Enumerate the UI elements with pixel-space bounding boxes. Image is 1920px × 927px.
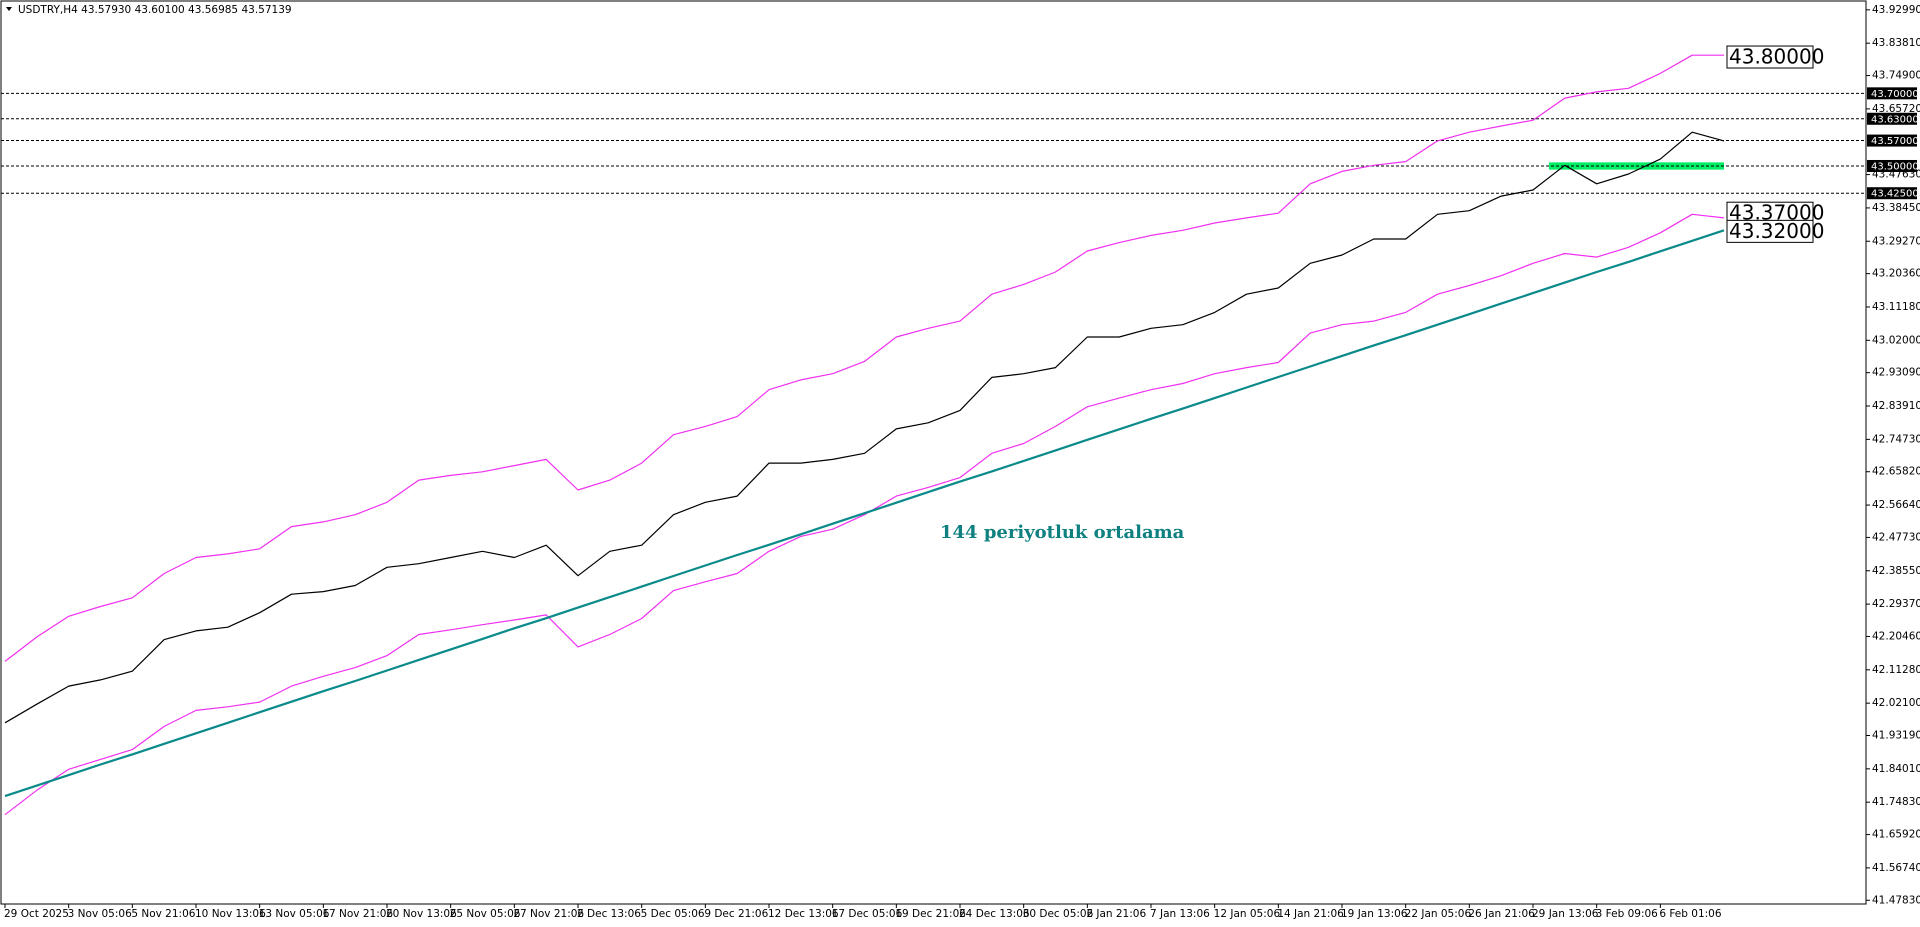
- level-axis-label: 43.50000: [1871, 161, 1919, 172]
- x-tick-label: 20 Nov 13:06: [386, 908, 457, 920]
- x-tick-label: 19 Jan 13:06: [1341, 908, 1408, 920]
- level-axis-label: 43.42500: [1871, 189, 1919, 200]
- y-tick-label: 42.29370: [1872, 598, 1920, 610]
- y-tick-label: 41.74830: [1872, 796, 1920, 808]
- y-tick-label: 43.83810: [1872, 37, 1920, 49]
- level-axis-label: 43.57000: [1871, 136, 1919, 147]
- y-tick-label: 43.92990: [1872, 4, 1920, 16]
- y-tick-label: 42.38550: [1872, 565, 1920, 577]
- y-tick-label: 43.02000: [1872, 334, 1920, 346]
- x-tick-label: 17 Nov 21:06: [322, 908, 393, 920]
- x-tick-label: 7 Jan 13:06: [1150, 908, 1210, 920]
- x-tick-label: 9 Dec 21:06: [704, 908, 768, 920]
- y-tick-label: 42.56640: [1872, 499, 1920, 511]
- y-tick-label: 42.65820: [1872, 466, 1920, 478]
- x-tick-label: 12 Dec 13:06: [768, 908, 839, 920]
- series-line: [4, 213, 1725, 816]
- y-tick-label: 42.02100: [1872, 697, 1920, 709]
- x-tick-label: 3 Nov 05:06: [68, 908, 132, 920]
- level-axis-box: [1867, 159, 1917, 172]
- annotation: 144 periyotluk ortalama: [940, 522, 1185, 543]
- level-axis-box: [1867, 112, 1917, 125]
- x-tick-label: 17 Dec 05:06: [832, 908, 903, 920]
- level-axis-box: [1867, 187, 1917, 200]
- y-tick-label: 41.65920: [1872, 829, 1920, 841]
- y-tick-label: 42.83910: [1872, 400, 1920, 412]
- x-tick-label: 29 Oct 2025: [4, 908, 69, 920]
- level-axis-label: 43.70000: [1871, 89, 1919, 100]
- y-tick-label: 43.20360: [1872, 268, 1920, 280]
- y-tick-label: 43.11180: [1872, 301, 1920, 313]
- x-tick-label: 2 Jan 21:06: [1086, 908, 1146, 920]
- y-tick-label: 43.65720: [1872, 103, 1920, 115]
- level-axis-box: [1867, 134, 1917, 147]
- y-tick-label: 41.93190: [1872, 730, 1920, 742]
- x-tick-label: 24 Dec 13:06: [959, 908, 1030, 920]
- y-tick-label: 41.47830: [1872, 894, 1920, 906]
- x-tick-label: 29 Jan 13:06: [1532, 908, 1599, 920]
- x-tick-label: 26 Jan 21:06: [1468, 908, 1535, 920]
- x-tick-label: 5 Dec 05:06: [641, 908, 705, 920]
- x-tick-label: 25 Nov 05:06: [450, 908, 521, 920]
- x-tick-label: 12 Jan 05:06: [1214, 908, 1281, 920]
- x-tick-label: 10 Nov 13:06: [195, 908, 266, 920]
- chart-title: USDTRY,H4 43.57930 43.60100 43.56985 43.…: [18, 4, 292, 16]
- price-label: 43.32000: [1729, 219, 1824, 243]
- series-line: [4, 131, 1725, 724]
- level-axis-label: 43.63000: [1871, 114, 1919, 125]
- x-tick-label: 3 Feb 09:06: [1596, 908, 1659, 920]
- series-line: [4, 54, 1724, 662]
- x-tick-label: 27 Nov 21:06: [513, 908, 584, 920]
- y-tick-label: 43.38450: [1872, 202, 1920, 214]
- level-axis-box: [1867, 87, 1917, 100]
- x-tick-label: 2 Dec 13:06: [577, 908, 641, 920]
- x-tick-label: 5 Nov 21:06: [131, 908, 195, 920]
- y-tick-label: 43.29270: [1872, 235, 1920, 247]
- y-tick-label: 42.74730: [1872, 433, 1920, 445]
- y-tick-label: 42.20460: [1872, 630, 1920, 642]
- x-tick-label: 22 Jan 05:06: [1405, 908, 1472, 920]
- price-label: 43.80000: [1729, 45, 1824, 69]
- x-tick-label: 13 Nov 05:06: [259, 908, 330, 920]
- x-tick-label: 30 Dec 05:06: [1023, 908, 1094, 920]
- y-tick-label: 41.56740: [1872, 862, 1920, 874]
- price-label-box: [1726, 219, 1814, 243]
- y-tick-label: 41.84010: [1872, 763, 1920, 775]
- x-tick-label: 19 Dec 21:06: [895, 908, 966, 920]
- y-tick-label: 43.74900: [1872, 70, 1920, 82]
- y-tick-label: 42.11280: [1872, 664, 1920, 676]
- y-tick-label: 42.93090: [1872, 367, 1920, 379]
- x-tick-label: 14 Jan 21:06: [1277, 908, 1344, 920]
- plot-frame: [0, 0, 1867, 905]
- price-label-box: [1726, 45, 1814, 69]
- menu-arrow: [6, 7, 12, 11]
- series-line: [4, 229, 1725, 798]
- x-tick-label: 6 Feb 01:06: [1659, 908, 1722, 920]
- y-tick-label: 42.47730: [1872, 531, 1920, 543]
